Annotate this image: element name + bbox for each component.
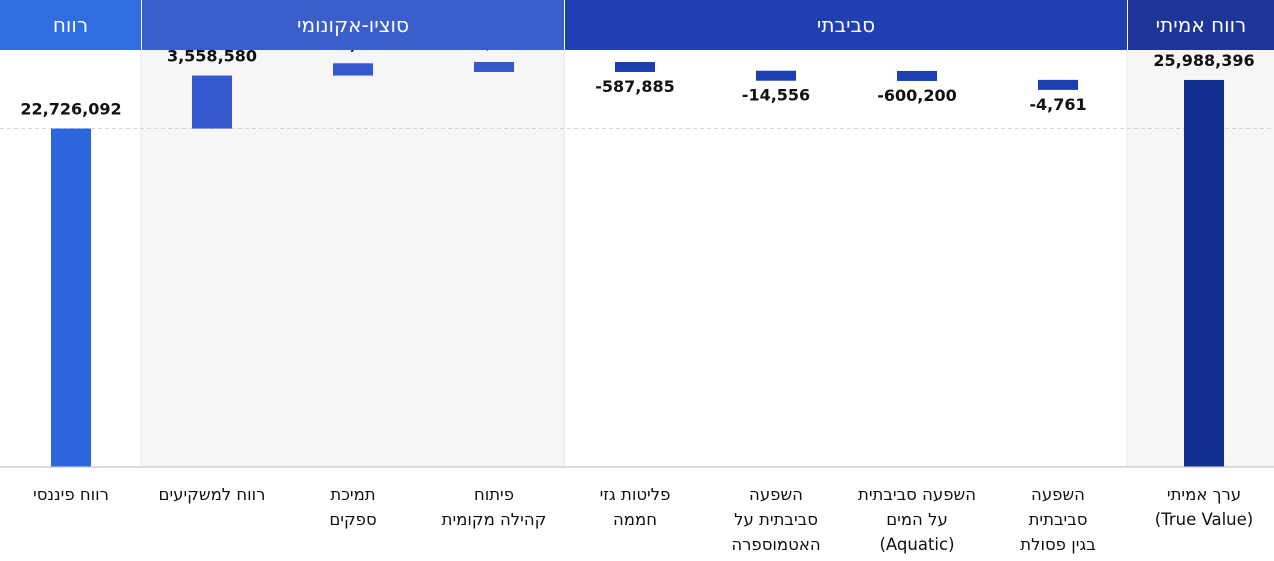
bar-5 — [756, 70, 796, 81]
data-label-5: -14,556 — [742, 86, 810, 105]
header-group-profit: רווח — [0, 0, 141, 50]
bar-1 — [192, 75, 232, 129]
data-label-4: -587,885 — [595, 77, 675, 96]
category-label-3: פיתוח קהילה מקומית — [441, 485, 547, 529]
bar-4 — [615, 61, 655, 72]
section-header: רווח סוציו-אקונומי סביבתי רווח אמיתי — [0, 0, 1274, 50]
data-label-1: 3,558,580 — [167, 47, 257, 66]
category-label-0: רווח פיננסי — [33, 485, 109, 504]
bar-8 — [1184, 79, 1224, 468]
bar-2 — [333, 63, 373, 76]
bar-3 — [474, 61, 514, 72]
category-label-4: פליטות גזי חממה — [599, 485, 671, 529]
category-label-7: השפעה סביבתית בגין פסולת — [1020, 485, 1096, 554]
header-group-socio-economic: סוציו-אקונומי — [142, 0, 564, 50]
data-label-0: 22,726,092 — [20, 100, 121, 119]
header-group-true-profit: רווח אמיתי — [1128, 0, 1274, 50]
bar-0 — [51, 128, 91, 467]
data-label-8: 25,988,396 — [1153, 51, 1254, 70]
data-label-7: -4,761 — [1029, 95, 1086, 114]
header-group-environmental: סביבתי — [565, 0, 1127, 50]
category-label-6: השפעה סביבתית על המים (Aquatic) — [858, 485, 976, 554]
bar-7 — [1038, 79, 1078, 90]
category-label-5: השפעה סביבתית על האטמוספרה — [731, 485, 821, 554]
category-label-8: ערך אמיתי (True Value) — [1154, 485, 1254, 529]
data-label-6: -600,200 — [877, 86, 957, 105]
bar-6 — [897, 70, 937, 81]
category-label-2: תמיכת ספקים — [329, 485, 377, 529]
category-label-1: רווח למשקיעים — [158, 485, 266, 504]
